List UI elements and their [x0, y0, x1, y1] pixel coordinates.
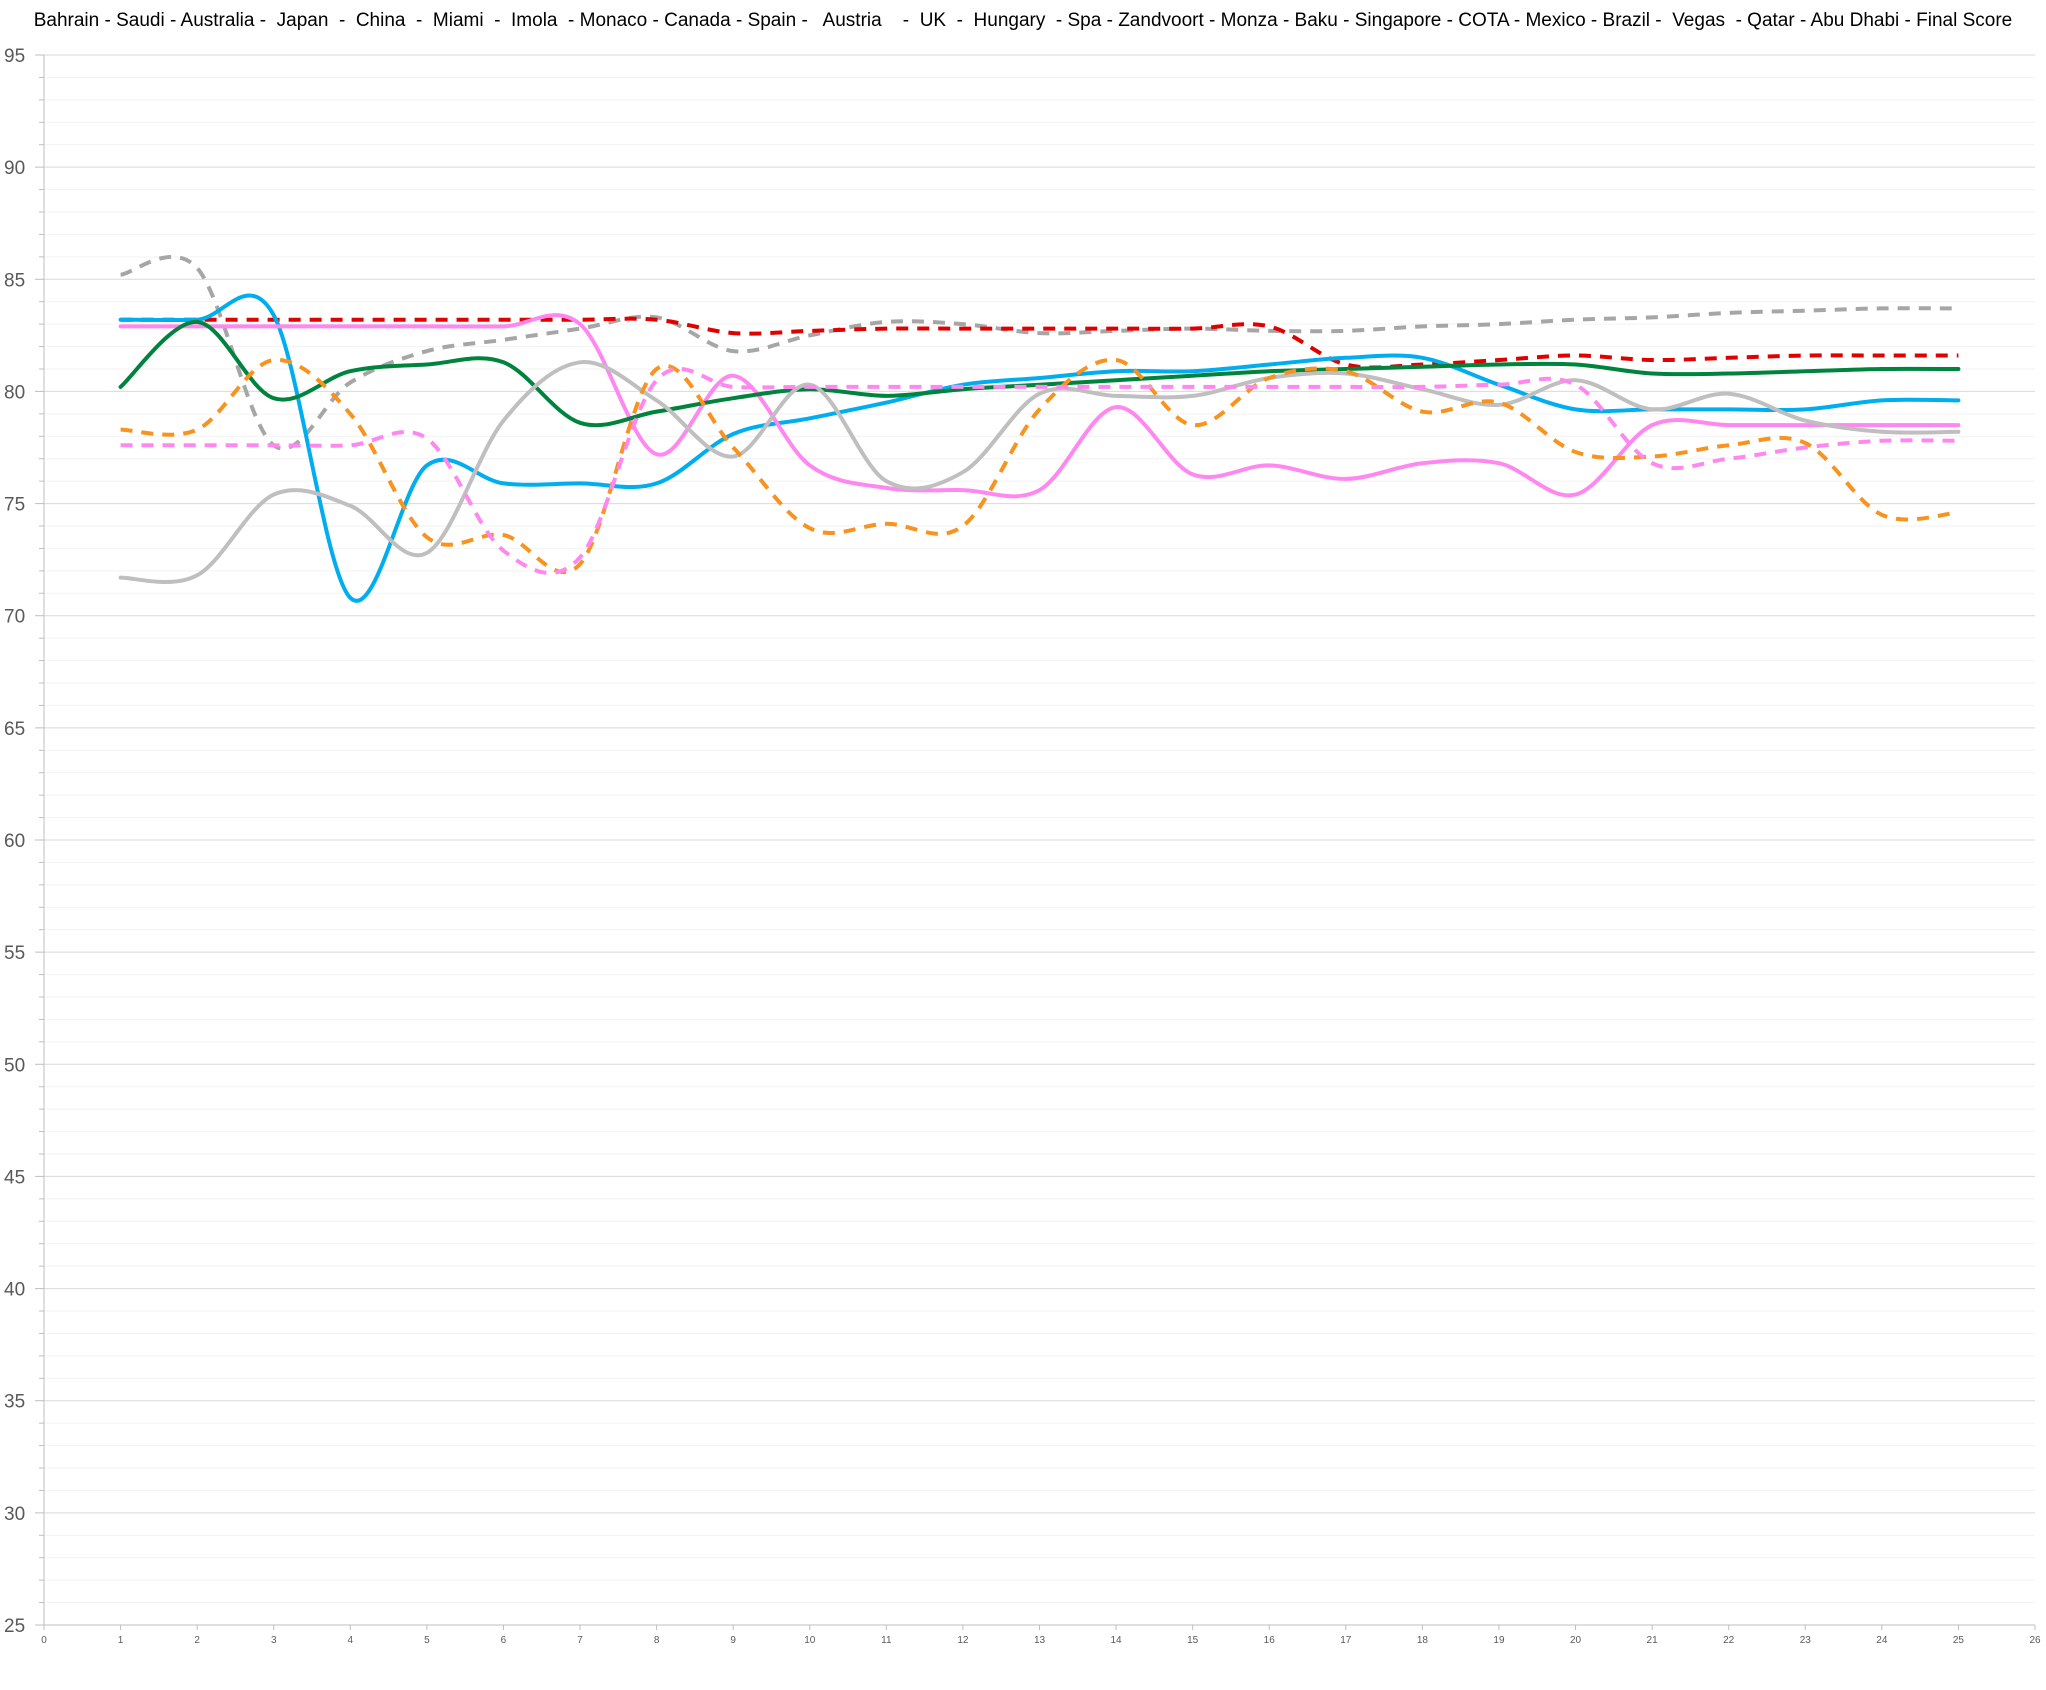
x-tick-label: 5	[424, 1635, 430, 1646]
y-tick-label: 75	[4, 495, 25, 516]
x-tick-label: 20	[1570, 1635, 1582, 1646]
series-line-2	[120, 316, 1959, 370]
x-tick-label: 19	[1493, 1635, 1505, 1646]
grid-layer	[44, 54, 2035, 1626]
series-line-7	[120, 357, 1959, 574]
y-tick-label: 95	[4, 46, 25, 67]
axis-layer	[35, 54, 2036, 1630]
y-tick-label: 40	[4, 1280, 25, 1301]
x-tick-label: 3	[271, 1635, 277, 1646]
y-tick-label: 85	[4, 270, 25, 291]
x-tick-label: 13	[1034, 1635, 1046, 1646]
x-tick-label: 15	[1187, 1635, 1199, 1646]
x-tick-label: 24	[1876, 1635, 1888, 1646]
x-tick-label: 18	[1417, 1635, 1429, 1646]
y-tick-label: 45	[4, 1167, 25, 1188]
x-tick-label: 21	[1647, 1635, 1659, 1646]
y-tick-label: 60	[4, 831, 25, 852]
series-line-8	[120, 366, 1959, 575]
x-tick-label: 25	[1953, 1635, 1965, 1646]
x-tick-label: 26	[2029, 1635, 2041, 1646]
series-layer	[118, 254, 1961, 603]
x-tick-label: 10	[804, 1635, 816, 1646]
y-tick-label: 35	[4, 1392, 25, 1413]
y-tick-label: 90	[4, 158, 25, 179]
x-tick-label: 23	[1800, 1635, 1812, 1646]
x-tick-label: 4	[348, 1635, 354, 1646]
x-tick-label: 0	[41, 1635, 47, 1646]
series-line-5	[118, 319, 1961, 428]
y-tick-label: 65	[4, 719, 25, 740]
series-line-6	[118, 360, 1961, 584]
x-tick-label: 2	[194, 1635, 200, 1646]
series-line-4	[118, 313, 1961, 499]
y-tick-label: 25	[4, 1616, 25, 1637]
y-tick-label: 30	[4, 1504, 25, 1525]
x-tick-label: 7	[577, 1635, 583, 1646]
x-tick-label: 9	[730, 1635, 736, 1646]
x-tick-label: 14	[1111, 1635, 1123, 1646]
x-tick-label: 12	[957, 1635, 969, 1646]
chart-title: Bahrain - Saudi - Australia - Japan - Ch…	[33, 10, 2013, 31]
x-tick-label: 17	[1340, 1635, 1352, 1646]
y-tick-label: 80	[4, 382, 25, 403]
y-tick-label: 50	[4, 1055, 25, 1076]
x-tick-label: 11	[881, 1635, 892, 1646]
series-line-3	[118, 293, 1961, 603]
x-tick-label: 1	[118, 1635, 124, 1646]
x-tick-label: 16	[1264, 1635, 1276, 1646]
y-tick-label: 55	[4, 943, 25, 964]
x-tick-label: 6	[501, 1635, 507, 1646]
x-tick-label: 22	[1723, 1635, 1735, 1646]
x-tick-label: 8	[654, 1635, 660, 1646]
y-tick-label: 70	[4, 607, 25, 628]
